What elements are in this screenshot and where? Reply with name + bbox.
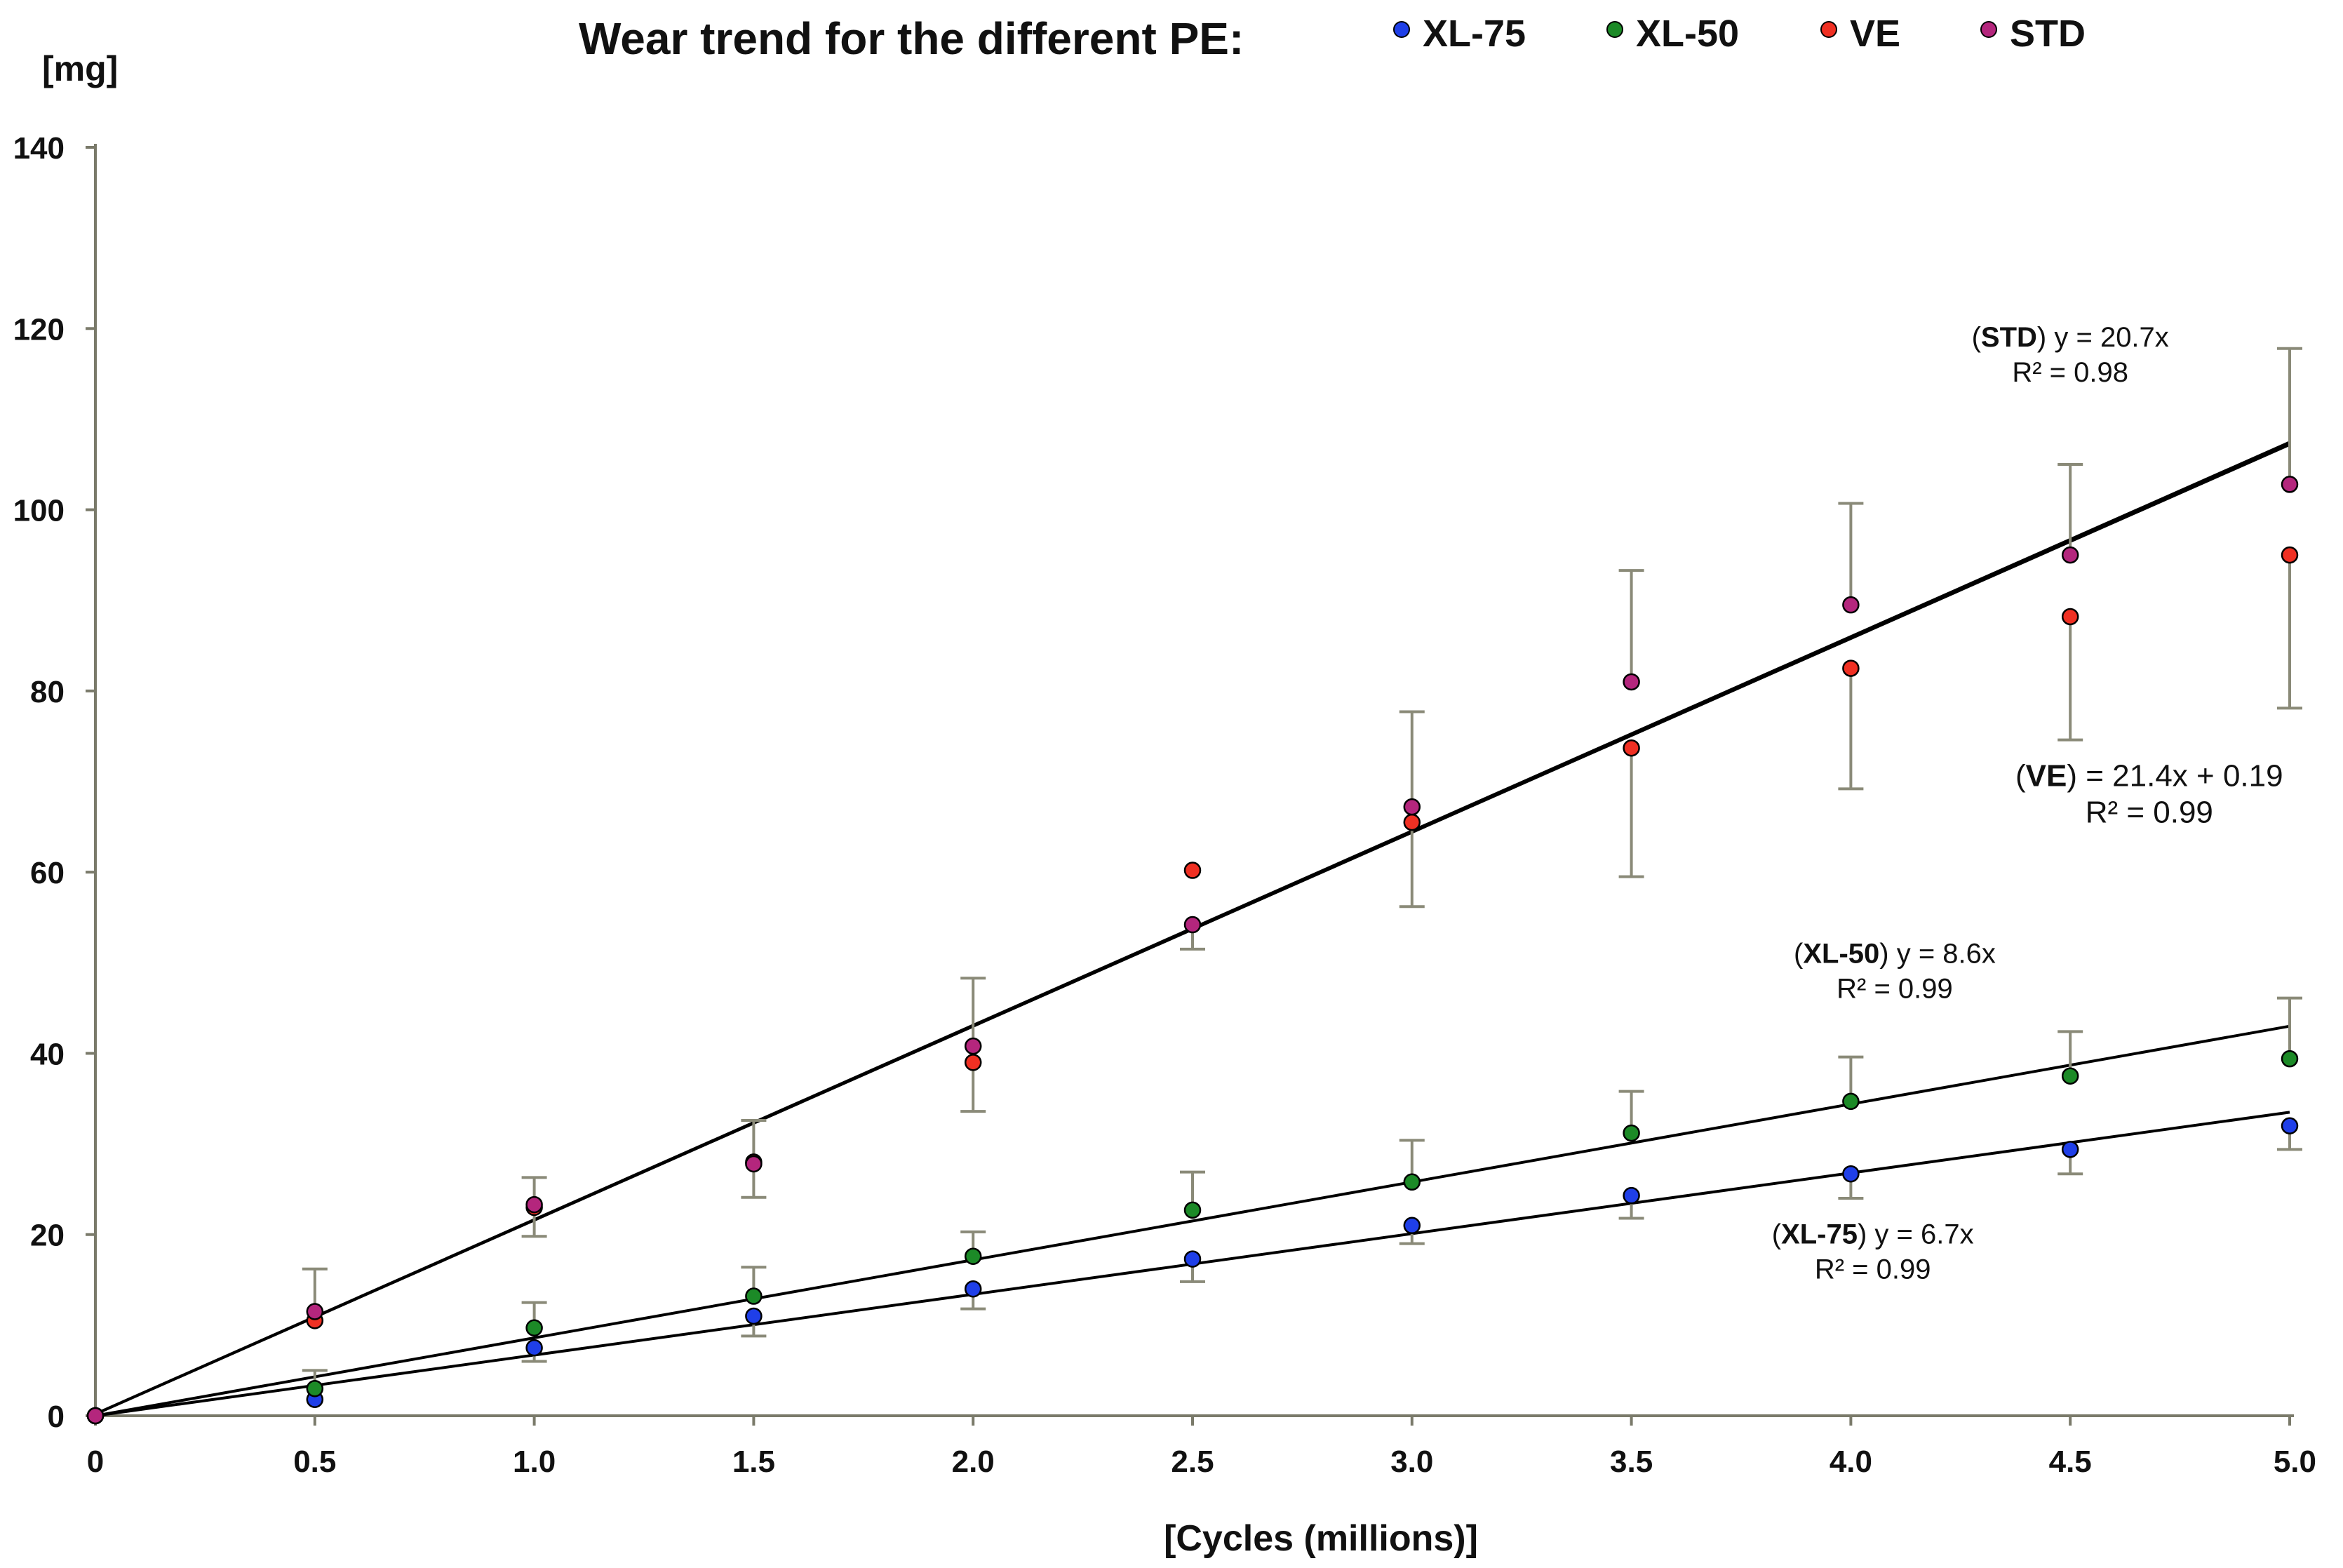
y-tick-label: 140 xyxy=(13,131,65,166)
point-xl-50 xyxy=(964,1247,982,1265)
chart-title: Wear trend for the different PE: xyxy=(579,13,1244,64)
x-tick-label: 5.0 xyxy=(2274,1445,2316,1479)
point-xl-50 xyxy=(745,1287,763,1305)
point-std xyxy=(1403,798,1421,816)
annotation-r2-std: R² = 0.98 xyxy=(2012,357,2128,388)
point-xl-75 xyxy=(2281,1117,2299,1134)
trend-line-xl-50 xyxy=(95,1024,2290,1417)
point-std xyxy=(2061,546,2079,564)
y-tick-label: 40 xyxy=(30,1037,65,1071)
axis-ticks: 0 20 40 60 80 100 120 140 0 0.5 1.0 1.5 2.0 2.5 3.0 3.5… xyxy=(13,131,2316,1479)
error-bars xyxy=(302,347,2302,1389)
point-xl-50 xyxy=(1842,1092,1860,1111)
x-tick-label: 0 xyxy=(87,1445,104,1479)
legend: XL-75 XL-50 VE STD xyxy=(1393,13,2086,55)
point-std xyxy=(525,1195,543,1214)
point-xl-75 xyxy=(525,1339,543,1357)
y-tick-label: 80 xyxy=(30,675,65,709)
point-ve xyxy=(1842,659,1860,677)
x-tick-label: 3.5 xyxy=(1610,1445,1653,1479)
y-tick-label: 100 xyxy=(13,494,65,528)
point-xl-50 xyxy=(525,1319,543,1336)
point-std xyxy=(1183,916,1202,934)
point-std xyxy=(1623,673,1640,691)
fit-annotations: (STD) y = 20.7x R² = 0.98 (VE) = 21.4x + 0… xyxy=(1772,322,2283,1285)
annotation-r2-xl-75: R² = 0.99 xyxy=(1815,1254,1931,1285)
point-xl-50 xyxy=(1183,1201,1202,1219)
point-xl-75 xyxy=(1403,1217,1421,1235)
point-xl-75 xyxy=(964,1280,982,1298)
point-xl-75 xyxy=(1183,1250,1202,1268)
x-tick-label: 1.0 xyxy=(513,1445,556,1479)
legend-marker-std xyxy=(1980,21,1997,38)
point-ve xyxy=(2281,546,2299,564)
annotation-equation-xl-50: (XL-50) y = 8.6x xyxy=(1794,938,1996,969)
y-axis-label: [mg] xyxy=(42,49,118,88)
point-ve xyxy=(1403,813,1421,831)
legend-marker-xl-50 xyxy=(1606,21,1623,38)
legend-label-xl-50: XL-50 xyxy=(1636,13,1739,55)
point-xl-50 xyxy=(2061,1067,2079,1085)
data-points xyxy=(86,476,2299,1425)
legend-item-xl-75: XL-75 xyxy=(1393,13,1526,55)
legend-item-ve: VE xyxy=(1820,13,1900,55)
annotation-r2-ve: R² = 0.99 xyxy=(2086,795,2213,829)
legend-item-xl-50: XL-50 xyxy=(1606,13,1739,55)
point-xl-50 xyxy=(1623,1124,1640,1142)
y-tick-label: 60 xyxy=(30,856,65,890)
point-std xyxy=(964,1037,982,1055)
legend-label-std: STD xyxy=(2010,13,2086,55)
annotation-r2-xl-50: R² = 0.99 xyxy=(1837,973,1953,1004)
point-xl-50 xyxy=(306,1380,324,1398)
point-std xyxy=(306,1303,324,1320)
legend-label-ve: VE xyxy=(1850,13,1900,55)
point-ve xyxy=(1183,862,1202,879)
point-ve xyxy=(1623,739,1640,757)
y-tick-label: 0 xyxy=(48,1400,65,1434)
x-tick-label: 4.5 xyxy=(2049,1445,2092,1479)
point-ve xyxy=(964,1054,982,1071)
legend-label-xl-75: XL-75 xyxy=(1423,13,1526,55)
x-tick-label: 2.0 xyxy=(952,1445,995,1479)
point-std xyxy=(86,1407,105,1425)
point-xl-50 xyxy=(1403,1173,1421,1191)
point-xl-75 xyxy=(1842,1165,1860,1183)
annotation-equation-std: (STD) y = 20.7x xyxy=(1972,322,2169,353)
x-tick-label: 1.5 xyxy=(732,1445,775,1479)
point-xl-75 xyxy=(745,1307,763,1325)
x-tick-label: 0.5 xyxy=(293,1445,336,1479)
point-std xyxy=(745,1155,763,1173)
legend-marker-ve xyxy=(1820,21,1837,38)
y-tick-label: 120 xyxy=(13,312,65,347)
point-ve xyxy=(2061,608,2079,626)
x-tick-label: 3.0 xyxy=(1390,1445,1433,1479)
x-tick-label: 4.0 xyxy=(1830,1445,1872,1479)
legend-marker-xl-75 xyxy=(1393,21,1410,38)
annotation-equation-ve: (VE) = 21.4x + 0.19 xyxy=(2015,758,2283,793)
point-xl-75 xyxy=(1623,1186,1640,1205)
point-xl-75 xyxy=(2061,1141,2079,1158)
annotation-equation-xl-75: (XL-75) y = 6.7x xyxy=(1772,1219,1974,1250)
point-std xyxy=(2281,476,2299,493)
point-std xyxy=(1842,596,1860,614)
x-tick-label: 2.5 xyxy=(1171,1445,1214,1479)
point-xl-50 xyxy=(2281,1050,2299,1068)
x-axis-label: [Cycles (millions)] xyxy=(1164,1518,1478,1559)
legend-item-std: STD xyxy=(1980,13,2086,55)
y-tick-label: 20 xyxy=(30,1219,65,1253)
